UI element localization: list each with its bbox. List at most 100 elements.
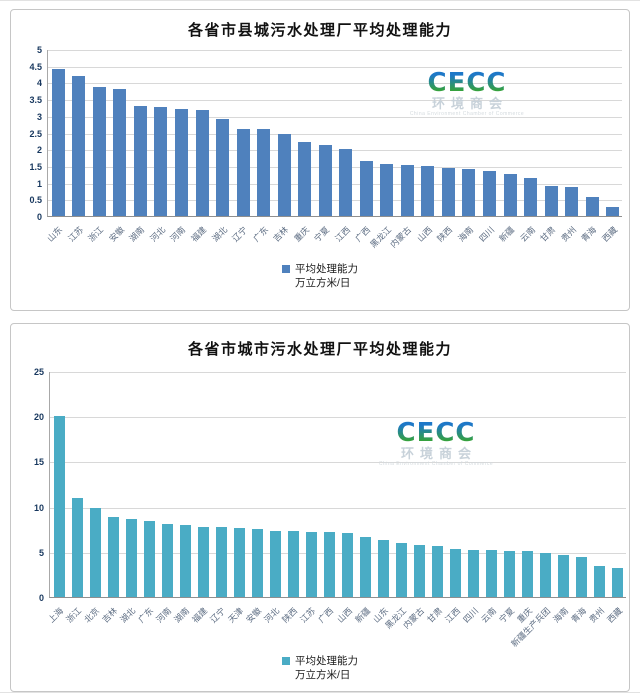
bar — [612, 568, 624, 597]
bar — [558, 554, 570, 597]
bar — [53, 416, 65, 597]
bar — [522, 550, 534, 597]
bar — [342, 532, 354, 597]
bar — [540, 553, 552, 597]
chart-title: 各省市城市污水处理厂平均处理能力 — [187, 342, 452, 358]
bar — [421, 165, 435, 216]
y-axis-tick: 2 — [36, 145, 42, 156]
legend-swatch — [282, 265, 290, 273]
cecc-watermark: CECC 环境商会 China Environment Chamber of C… — [371, 420, 501, 468]
bar — [576, 557, 588, 597]
gridline — [48, 100, 622, 102]
bar — [462, 168, 476, 216]
gridline — [48, 133, 622, 135]
y-axis-tick: 0 — [38, 593, 44, 603]
plot-area: 0 5 10 15 20 25 上海 浙江 北京 吉林 湖北 广东 河南 湖南 福建 辽宁 天津 安徽 河北 陕西 江苏… — [34, 367, 626, 649]
bar — [143, 521, 155, 597]
bar — [269, 530, 281, 597]
y-axis-tick: 0 — [36, 212, 42, 222]
bar — [71, 497, 83, 597]
bar — [594, 566, 606, 597]
legend-swatch — [282, 657, 290, 665]
gridline — [50, 462, 626, 464]
cecc-watermark: CECC 环境商会 China Environment Chamber of C… — [402, 70, 532, 118]
bar — [277, 134, 291, 216]
bar — [396, 542, 408, 597]
cecc-logo-text: CECC — [402, 70, 532, 96]
y-axis-tick: 3.5 — [29, 95, 42, 106]
legend-unit: 万立方米/日 — [295, 669, 351, 681]
y-axis-tick: 5 — [36, 45, 42, 55]
bar — [197, 526, 209, 597]
gridline — [48, 66, 622, 68]
gridline — [48, 166, 622, 168]
y-axis-tick: 15 — [33, 457, 44, 468]
chart-title: 各省市县城污水处理厂平均处理能力 — [187, 23, 452, 39]
bar — [113, 89, 127, 216]
y-axis-tick: 5 — [38, 547, 44, 558]
bar — [441, 167, 455, 216]
bar — [468, 549, 480, 597]
cecc-logo-text: CECC — [371, 420, 501, 446]
bar — [565, 186, 579, 216]
bar — [378, 540, 390, 597]
gridline — [48, 183, 622, 185]
city-chart-panel: 各省市城市污水处理厂平均处理能力 0 5 10 15 20 25 上海 浙江 北京 吉林 湖北 广东河… — [10, 323, 630, 692]
y-axis-tick: 10 — [33, 502, 44, 513]
bar — [606, 207, 620, 216]
y-axis-tick: 3 — [36, 111, 42, 122]
gridline — [48, 83, 622, 85]
bar — [360, 537, 372, 597]
bar — [72, 75, 86, 216]
bar — [504, 550, 516, 597]
y-axis-tick: 1 — [36, 178, 42, 189]
bar — [215, 527, 227, 597]
bar — [318, 145, 332, 216]
bar — [89, 507, 101, 597]
legend-label: 平均处理能力 — [295, 655, 358, 667]
bar — [251, 529, 263, 597]
bar — [174, 109, 188, 216]
bar — [359, 160, 373, 216]
gridline — [50, 507, 626, 509]
bar — [133, 105, 147, 216]
legend: 平均处理能力 万立方米/日 — [11, 262, 629, 290]
y-axis-tick: 4.5 — [29, 61, 42, 72]
bar — [51, 69, 65, 216]
bar — [544, 185, 558, 216]
bar — [107, 516, 119, 597]
bar — [195, 109, 209, 216]
bar — [179, 524, 191, 597]
gridline — [48, 116, 622, 118]
bar — [486, 550, 498, 597]
bar — [216, 119, 230, 216]
legend-unit: 万立方米/日 — [295, 277, 351, 289]
bar — [298, 141, 312, 216]
bar — [305, 531, 317, 597]
bar — [524, 178, 538, 216]
bar — [161, 523, 173, 597]
bar — [92, 87, 106, 216]
bar — [233, 528, 245, 597]
gridline — [50, 372, 626, 373]
plot-area: 0 0.5 1 1.5 2 2.5 3 3.5 4 4.5 5 山东 江苏 浙江 安徽 湖南 河北 河南 福建 湖北辽… — [29, 45, 622, 250]
bar — [400, 165, 414, 216]
bar — [323, 532, 335, 597]
bar — [585, 196, 599, 216]
bar — [414, 544, 426, 597]
legend-label: 平均处理能力 — [295, 263, 358, 275]
y-axis-tick: 4 — [36, 78, 42, 89]
bar — [503, 173, 517, 216]
bar — [287, 531, 299, 597]
gridline — [48, 50, 622, 51]
gridline — [48, 200, 622, 202]
gridline — [50, 552, 626, 554]
bar — [432, 546, 444, 597]
bar — [483, 170, 497, 216]
bar — [236, 128, 250, 216]
cecc-logo-chinese: 环境商会 — [431, 96, 508, 111]
gridline — [48, 150, 622, 152]
cecc-logo-chinese: 环境商会 — [400, 446, 477, 461]
bar — [339, 149, 353, 216]
